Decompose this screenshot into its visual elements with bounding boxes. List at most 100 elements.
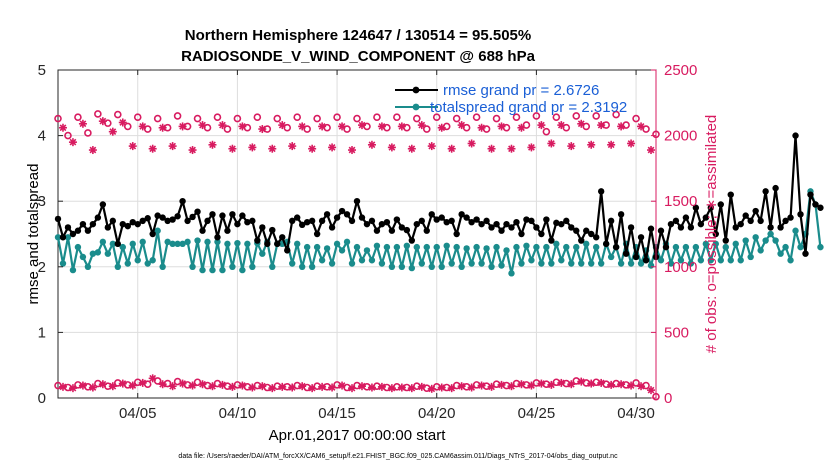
obs-possible-marker [153, 114, 162, 123]
obs-assimilated-marker [238, 122, 247, 131]
rmse-point [368, 217, 376, 225]
totalspread-point [707, 257, 715, 264]
rmse-point [74, 227, 82, 234]
totalspread-point [189, 263, 196, 270]
totalspread-point [398, 263, 406, 270]
obs-assimilated-marker [537, 379, 546, 388]
obs-assimilated-marker [527, 143, 536, 152]
obs-assimilated-marker [288, 383, 297, 392]
totalspread-point [69, 266, 77, 274]
rmse-point [114, 240, 122, 248]
totalspread-point [742, 237, 749, 244]
metric-lines [54, 132, 824, 277]
obs-assimilated-marker [567, 380, 576, 389]
x-tick-label: 04/30 [617, 405, 655, 422]
obs-assimilated-marker [477, 123, 486, 132]
totalspread-point [298, 263, 306, 270]
rmse-point [642, 257, 650, 264]
rmse-point [662, 243, 670, 251]
totalspread-point [518, 260, 525, 267]
rmse-point [578, 237, 585, 244]
rmse-point [134, 220, 141, 228]
data-file-note: data file: /Users/raeder/DAI/ATM_forcXX/… [178, 453, 618, 460]
rmse-point [234, 220, 241, 228]
rmse-point [129, 218, 136, 226]
obs-assimilated-marker [258, 125, 267, 134]
obs-assimilated-marker [348, 384, 357, 393]
y-left-tick-label: 5 [38, 62, 46, 79]
rmse-point [159, 214, 166, 221]
totalspread-point [772, 237, 779, 244]
observation-counts [54, 110, 660, 401]
rmse-point [403, 226, 411, 234]
rmse-point [538, 230, 545, 238]
totalspread-point [583, 240, 590, 248]
totalspread-point [209, 266, 216, 274]
obs-assimilated-marker [367, 140, 376, 149]
x-axis-label: Apr.01,2017 00:00:00 start [269, 427, 447, 444]
totalspread-point [563, 243, 570, 251]
rmse-point [294, 214, 301, 221]
rmse-point [737, 220, 744, 228]
obs-assimilated-marker [268, 384, 277, 393]
rmse-point [438, 214, 445, 221]
obs-assimilated-marker [427, 142, 436, 151]
rmse-point [219, 212, 226, 219]
obs-assimilated-marker [577, 377, 586, 386]
obs-assimilated-marker [138, 378, 147, 387]
obs-possible-marker [223, 125, 232, 133]
obs-assimilated-marker [98, 380, 107, 389]
totalspread-point [89, 250, 97, 257]
rmse-point [308, 217, 316, 225]
rmse-point [274, 240, 281, 248]
rmse-point [154, 212, 161, 219]
totalspread-point [343, 238, 351, 246]
rmse-point [607, 217, 615, 225]
rmse-point [353, 198, 361, 205]
totalspread-point [418, 260, 425, 267]
obs-assimilated-marker [178, 122, 187, 131]
rmse-point [164, 217, 171, 225]
totalspread-point [687, 260, 695, 267]
totalspread-point [568, 260, 575, 267]
rmse-point [702, 214, 710, 221]
totalspread-point [732, 240, 739, 248]
obs-possible-marker [94, 110, 102, 118]
totalspread-point [488, 263, 495, 270]
rmse-point [478, 220, 485, 228]
totalspread-point [393, 243, 401, 251]
obs-assimilated-marker [627, 139, 636, 148]
rmse-point [338, 207, 346, 215]
y-right-tick-label: 2000 [664, 128, 697, 145]
obs-assimilated-marker [447, 384, 456, 393]
totalspread-point [647, 262, 655, 269]
totalspread-point [588, 260, 595, 267]
obs-assimilated-marker [387, 143, 396, 152]
rmse-point [289, 217, 296, 225]
obs-possible-marker [592, 112, 601, 120]
obs-assimilated-marker [218, 121, 227, 130]
totalspread-point [134, 257, 141, 264]
obs-assimilated-marker [328, 383, 337, 392]
totalspread-point [358, 257, 366, 264]
obs-assimilated-marker [467, 383, 476, 392]
rmse-point [284, 247, 291, 254]
totalspread-point [259, 250, 266, 257]
totalspread-point [119, 243, 126, 251]
obs-assimilated-marker [637, 382, 646, 391]
x-tick-label: 04/25 [518, 405, 556, 422]
rmse-point [214, 234, 221, 241]
rmse-point [328, 224, 336, 231]
y-axis-left: 0 1 2 3 4 5 [38, 62, 63, 407]
obs-assimilated-marker [607, 140, 616, 149]
totalspread-point [164, 238, 171, 246]
rmse-point [568, 224, 575, 231]
rmse-point [393, 216, 401, 223]
obs-assimilated-marker [318, 382, 327, 391]
rmse-point [682, 214, 690, 221]
x-axis: 04/05 04/10 04/15 04/20 04/25 04/30 [119, 70, 655, 422]
x-tick-label: 04/10 [219, 405, 257, 422]
obs-possible-marker [542, 127, 551, 136]
y-axis-right: 0 500 1000 1500 2000 2500 [651, 62, 697, 407]
totalspread-point [483, 245, 490, 252]
